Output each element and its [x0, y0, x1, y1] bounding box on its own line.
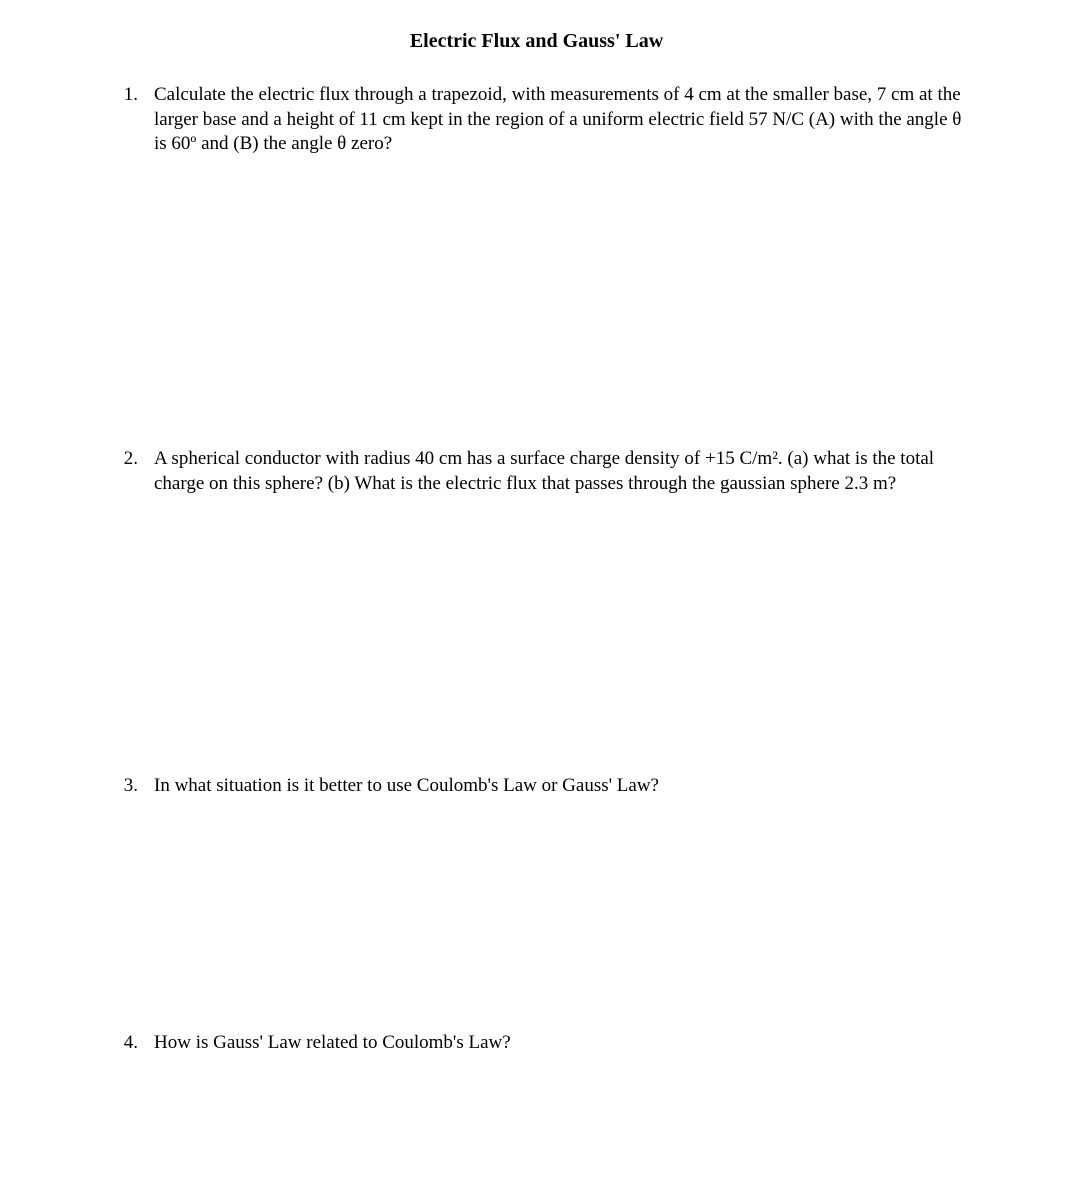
workspace-gap	[100, 496, 973, 774]
question-3: 3. In what situation is it better to use…	[100, 774, 973, 799]
question-text: How is Gauss' Law related to Coulomb's L…	[154, 1031, 973, 1056]
question-4: 4. How is Gauss' Law related to Coulomb'…	[100, 1031, 973, 1056]
question-2: 2. A spherical conductor with radius 40 …	[100, 447, 973, 496]
worksheet-page: Electric Flux and Gauss' Law 1. Calculat…	[0, 0, 1073, 1086]
question-text: A spherical conductor with radius 40 cm …	[154, 447, 973, 496]
question-number: 4.	[100, 1031, 154, 1056]
question-1: 1. Calculate the electric flux through a…	[100, 83, 973, 157]
workspace-gap	[100, 157, 973, 447]
workspace-gap	[100, 799, 973, 1031]
question-number: 2.	[100, 447, 154, 496]
question-number: 1.	[100, 83, 154, 157]
question-number: 3.	[100, 774, 154, 799]
page-title: Electric Flux and Gauss' Law	[100, 30, 973, 53]
question-text: Calculate the electric flux through a tr…	[154, 83, 973, 157]
question-text: In what situation is it better to use Co…	[154, 774, 973, 799]
